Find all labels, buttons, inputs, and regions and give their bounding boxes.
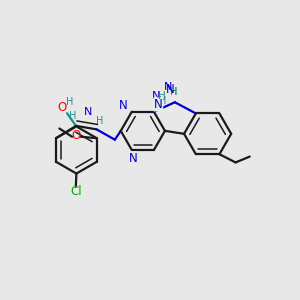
Text: N: N [129,152,138,165]
Text: H: H [96,116,103,126]
Text: N: N [119,99,128,112]
Text: H: H [69,110,77,121]
Text: N: N [154,98,163,111]
Text: N: N [166,83,175,96]
Text: H: H [158,92,166,101]
Text: O: O [57,101,66,114]
Text: N: N [129,152,138,165]
Text: N: N [164,82,172,92]
Text: H: H [170,87,177,97]
Text: N: N [83,107,92,117]
Text: H: H [170,87,177,97]
Text: N: N [154,98,163,111]
Text: H: H [66,97,74,107]
Text: O: O [72,129,81,142]
Text: H: H [159,95,166,106]
Text: Cl: Cl [70,185,82,198]
Text: N: N [119,99,128,112]
Text: N: N [152,92,160,101]
